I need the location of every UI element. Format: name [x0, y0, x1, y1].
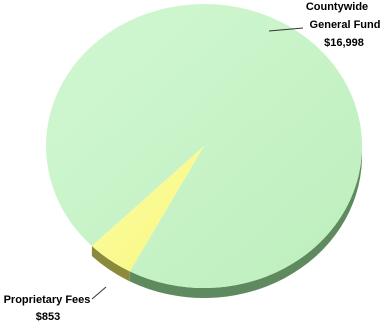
label-proprietary-line1: Proprietary Fees: [4, 294, 91, 306]
label-countywide-line2: General Fund: [310, 19, 381, 31]
pie-side-proprietary: [91, 246, 130, 282]
pie-slice-countywide: [46, 4, 363, 289]
leader-line-countywide: [268, 27, 304, 32]
leader-line-proprietary: [91, 286, 107, 300]
pie-side-countywide: [129, 148, 362, 299]
pie-slice-proprietary: [91, 146, 204, 272]
label-countywide-line1: Countywide: [306, 1, 368, 13]
label-countywide-value: $16,998: [324, 37, 364, 49]
label-proprietary-value: $853: [36, 311, 60, 323]
